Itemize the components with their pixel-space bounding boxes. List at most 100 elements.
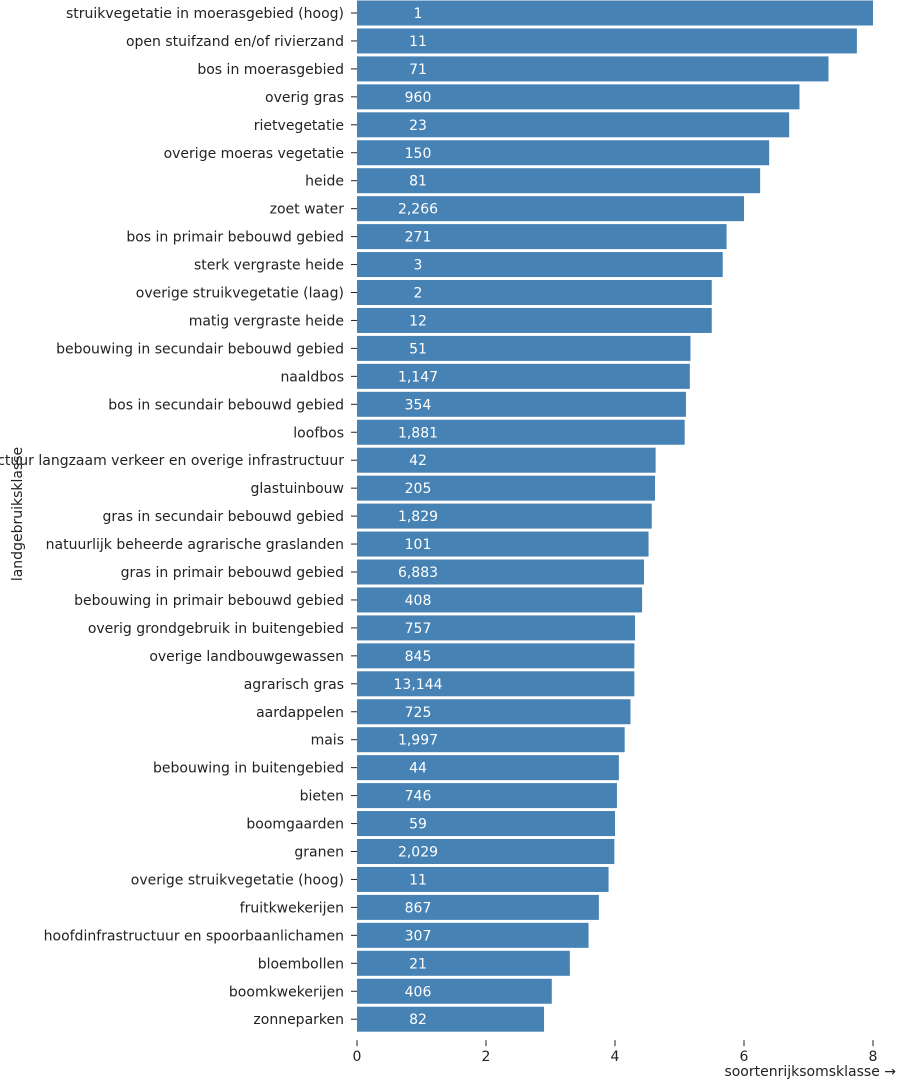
bar <box>357 28 857 54</box>
bar-value-label: 44 <box>409 761 427 777</box>
bar-value-label: 845 <box>405 649 432 665</box>
bar <box>357 1006 545 1032</box>
category-label: open stuifzand en/of rivierzand <box>126 34 344 50</box>
category-label: gras in secundair bebouwd gebied <box>103 509 344 525</box>
category-label: overige struikvegetatie (laag) <box>136 286 344 302</box>
category-label: overige landbouwgewassen <box>149 649 344 665</box>
category-label: bebouwing in secundair bebouwd gebied <box>56 341 344 357</box>
bar <box>357 922 589 948</box>
bar <box>357 252 723 278</box>
category-label: overige moeras vegetatie <box>164 146 344 162</box>
category-label: bos in secundair bebouwd gebied <box>108 397 344 413</box>
bar-value-label: 51 <box>409 341 427 357</box>
bar <box>357 475 655 501</box>
bar-labels-group: 1117196023150812,2662713212511,1473541,8… <box>394 6 443 1028</box>
bar <box>357 335 691 361</box>
bar-value-label: 408 <box>405 593 432 609</box>
bar-value-label: 42 <box>409 453 427 469</box>
x-tick-label: 2 <box>482 1049 491 1065</box>
x-tick-label: 8 <box>869 1049 878 1065</box>
y-axis-title: landgebruiksklasse <box>10 447 26 581</box>
bar-value-label: 2,029 <box>398 845 438 861</box>
category-label: granen <box>294 845 344 861</box>
bar-value-label: 1,997 <box>398 733 438 749</box>
x-tick-label: 0 <box>353 1049 362 1065</box>
x-axis: 0 2 4 6 8 <box>353 1040 878 1065</box>
x-tick-label: 6 <box>740 1049 749 1065</box>
bar-value-label: 59 <box>409 817 427 833</box>
bar-value-label: 11 <box>409 872 427 888</box>
bar-value-label: 82 <box>409 1012 427 1028</box>
bar-value-label: 6,883 <box>398 565 438 581</box>
category-label: bebouwing in primair bebouwd gebied <box>74 593 344 609</box>
category-label: zonneparken <box>253 1012 344 1028</box>
bar-value-label: 1,147 <box>398 369 438 385</box>
bar <box>357 811 615 837</box>
bar-value-label: 960 <box>405 90 432 106</box>
bar <box>357 168 761 194</box>
bar-value-label: 23 <box>409 118 427 134</box>
category-label: rietvegetatie <box>254 118 344 134</box>
category-label: zoet water <box>270 202 345 218</box>
bar <box>357 950 570 976</box>
bar-value-label: 12 <box>409 313 427 329</box>
category-label: agrarisch gras <box>244 677 344 693</box>
bar-value-label: 354 <box>405 397 432 413</box>
bar-value-label: 725 <box>405 705 432 721</box>
bar <box>357 363 690 389</box>
category-label: glastuinbouw <box>250 481 344 497</box>
category-label: natuurlijk beheerde agrarische graslande… <box>46 537 344 553</box>
category-label: aardappelen <box>256 705 344 721</box>
category-label: bieten <box>300 789 344 805</box>
bar-value-label: 71 <box>409 62 427 78</box>
bar-value-label: 1,829 <box>398 509 438 525</box>
bar <box>357 615 635 641</box>
category-label: mais <box>311 733 344 749</box>
category-label: naaldbos <box>280 369 344 385</box>
category-label: fruitkwekerijen <box>240 900 344 916</box>
bar-value-label: 81 <box>409 174 427 190</box>
bar-value-label: 1 <box>414 6 423 22</box>
category-label: bos in moerasgebied <box>197 62 344 78</box>
bar-value-label: 406 <box>405 984 432 1000</box>
bar <box>357 56 829 82</box>
category-label: heide <box>305 174 344 190</box>
bar <box>357 503 652 529</box>
x-tick-label: 4 <box>611 1049 620 1065</box>
category-label: sterk vergraste heide <box>194 258 344 274</box>
bar <box>357 0 873 26</box>
category-label: overig gras <box>265 90 344 106</box>
bar <box>357 559 645 585</box>
bar <box>357 727 625 753</box>
category-label: loofbos <box>293 425 344 441</box>
bar-value-label: 867 <box>405 900 432 916</box>
bar <box>357 978 552 1004</box>
bar <box>357 894 599 920</box>
bar-value-label: 2,266 <box>398 202 438 218</box>
bars-group <box>357 0 873 1032</box>
bar <box>357 671 635 697</box>
category-label: gras in primair bebouwd gebied <box>121 565 344 581</box>
bar-value-label: 271 <box>405 230 432 246</box>
category-label: overige struikvegetatie (hoog) <box>131 872 344 888</box>
category-label: struikvegetatie in moerasgebied (hoog) <box>66 6 344 22</box>
bar <box>357 84 800 110</box>
bar <box>357 140 770 166</box>
bar-value-label: 1,881 <box>398 425 438 441</box>
category-label: bos in primair bebouwd gebied <box>126 230 344 246</box>
category-label: overig grondgebruik in buitengebied <box>88 621 344 637</box>
bar <box>357 783 617 809</box>
bar <box>357 391 686 417</box>
category-label: infrastructuur langzaam verkeer en overi… <box>0 453 344 469</box>
bar <box>357 587 643 613</box>
bar <box>357 531 649 557</box>
bar-value-label: 205 <box>405 481 432 497</box>
bar-value-label: 150 <box>405 146 432 162</box>
bar <box>357 699 631 725</box>
category-label: bebouwing in buitengebied <box>153 761 344 777</box>
category-label: matig vergraste heide <box>189 313 344 329</box>
bar <box>357 307 712 333</box>
bar <box>357 419 685 445</box>
bar <box>357 643 635 669</box>
